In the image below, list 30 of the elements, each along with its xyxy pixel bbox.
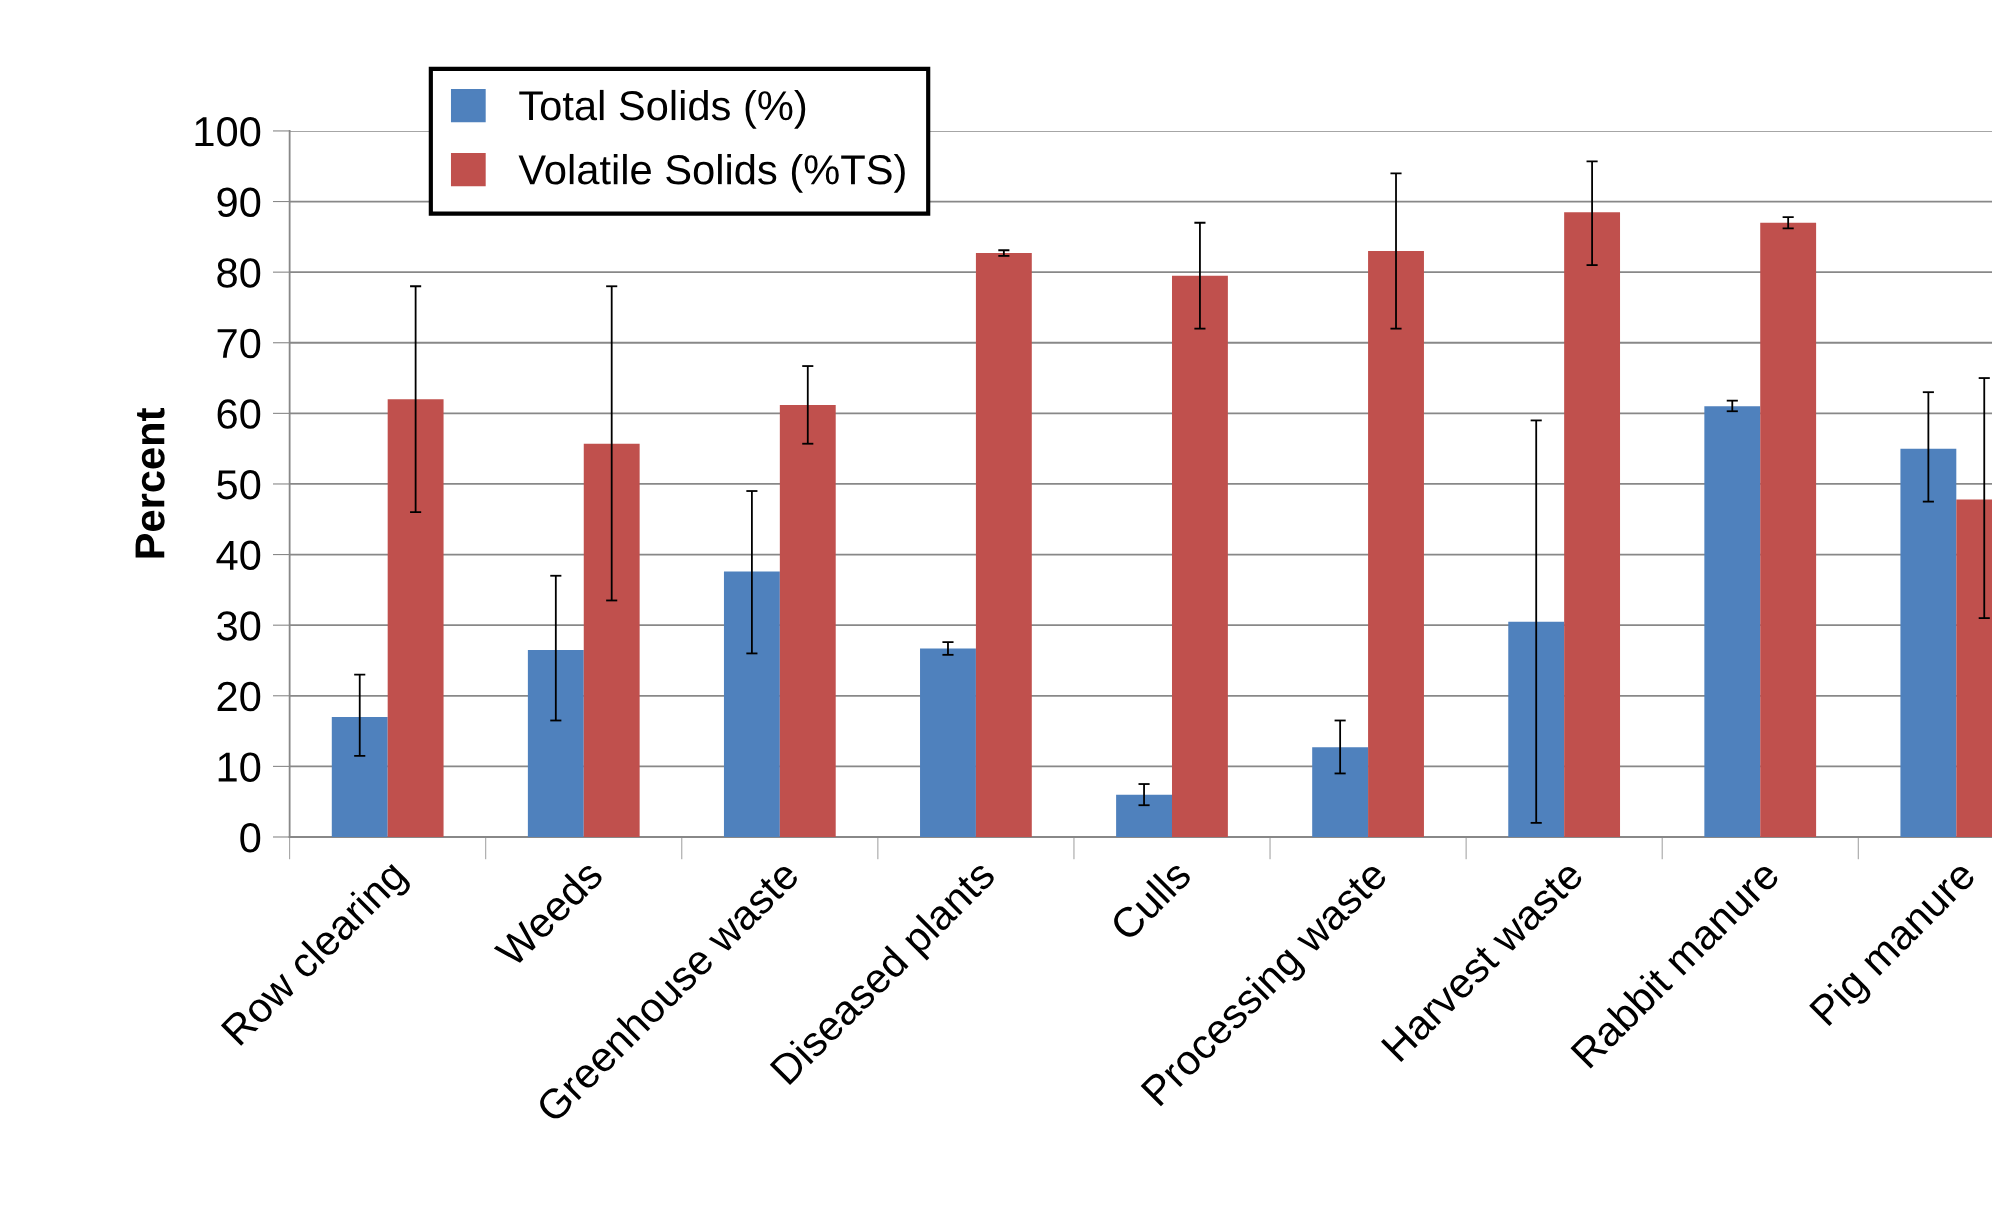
legend-label: Total Solids (%): [519, 89, 806, 129]
bar: [1312, 747, 1369, 837]
y-tick-label: 60: [217, 399, 261, 429]
bar: [583, 443, 640, 837]
y-tick-label: 40: [216, 540, 261, 571]
bar: [1508, 621, 1565, 837]
bar: [975, 253, 1032, 837]
bar: [387, 399, 444, 837]
y-tick-label: 100: [195, 116, 261, 147]
bar: [331, 716, 388, 837]
y-tick-label: 50: [217, 469, 261, 500]
y-tick-label: 90: [217, 187, 261, 218]
bar: [920, 648, 976, 837]
bar: [1704, 406, 1761, 837]
bar: [1171, 275, 1228, 837]
y-tick-label: 0: [240, 822, 261, 853]
y-tick-label: 70: [217, 328, 261, 359]
y-axis-title: Percent: [135, 408, 165, 558]
bar: [1760, 222, 1817, 837]
y-tick-label: 10: [218, 752, 261, 782]
bar: [527, 649, 584, 837]
y-tick-label: 20: [217, 681, 261, 712]
bar: [1564, 212, 1621, 837]
bar: [1116, 794, 1172, 837]
legend-label: Volatile Solids (%TS): [518, 153, 905, 193]
bar: [779, 404, 836, 837]
y-tick-label: 80: [217, 258, 261, 288]
y-tick-label: 30: [217, 611, 261, 641]
bar: [723, 571, 780, 837]
bar: [1368, 250, 1424, 837]
